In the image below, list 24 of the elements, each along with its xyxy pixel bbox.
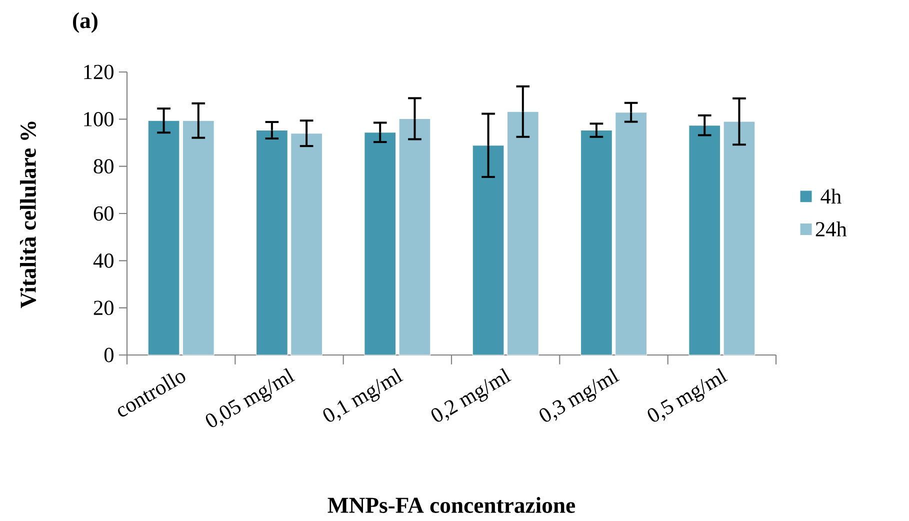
- chart-title: (a): [73, 12, 98, 33]
- bar: [148, 120, 180, 356]
- bar: [723, 121, 756, 356]
- bar: [580, 130, 612, 356]
- bar: [506, 111, 539, 356]
- y-tick-label: 80: [94, 159, 114, 174]
- legend-label: 24h: [816, 221, 847, 236]
- bar: [182, 120, 214, 356]
- y-tick-label: 60: [94, 206, 114, 221]
- bar: [472, 145, 504, 356]
- bar: [398, 118, 431, 356]
- y-tick-label: 100: [84, 112, 114, 126]
- y-axis-title: Vitalità cellulare %: [20, 122, 36, 308]
- bar: [256, 130, 288, 356]
- legend-label: 4h: [820, 188, 842, 204]
- bar: [688, 125, 721, 356]
- y-tick-label: 20: [94, 300, 114, 316]
- y-tick-label: 120: [84, 64, 114, 80]
- bar: [615, 112, 648, 356]
- bar: [290, 133, 323, 356]
- x-axis-title: MNPs-FA concentrazione: [328, 497, 576, 513]
- y-tick-label: 0: [104, 348, 114, 362]
- y-tick-label: 40: [93, 253, 114, 268]
- bar: [364, 132, 396, 356]
